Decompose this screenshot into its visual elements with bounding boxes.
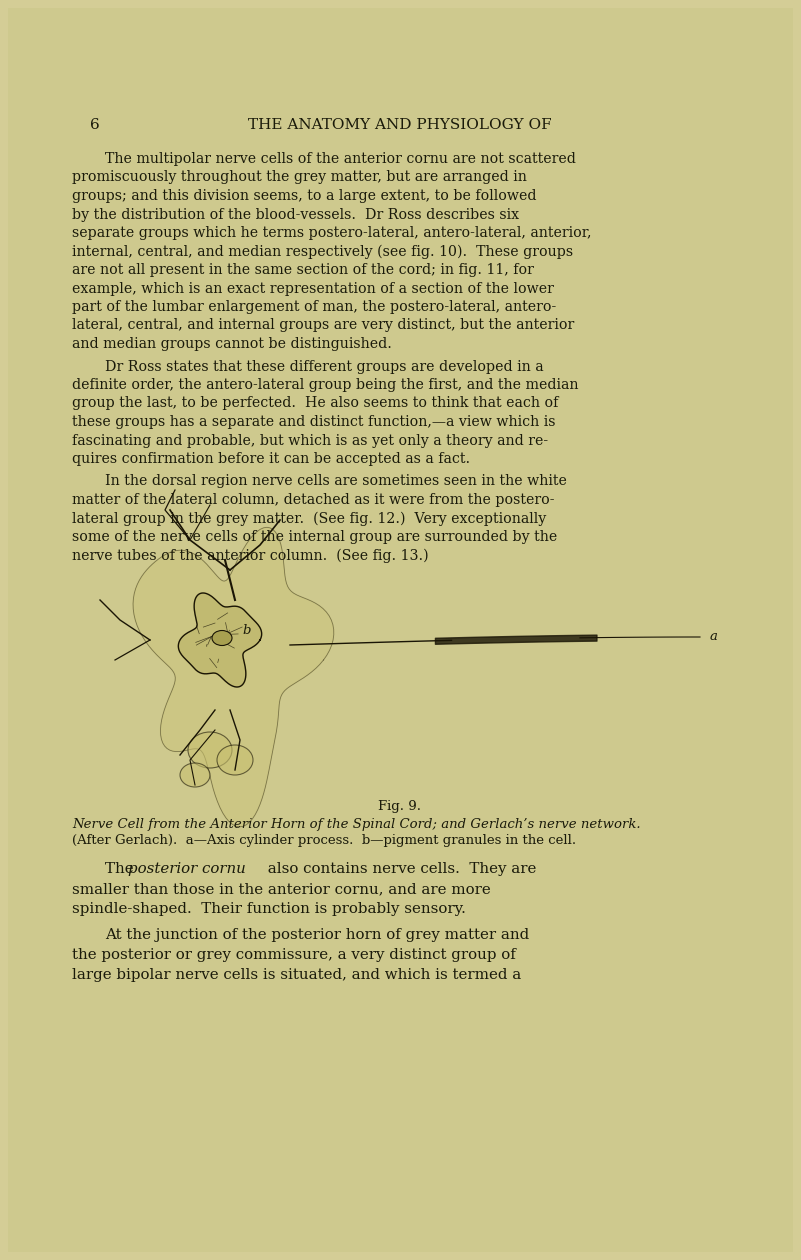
Text: Nerve Cell from the Anterior Horn of the Spinal Cord; and Gerlach’s nerve networ: Nerve Cell from the Anterior Horn of the… xyxy=(72,818,641,832)
Text: the posterior or grey commissure, a very distinct group of: the posterior or grey commissure, a very… xyxy=(72,948,516,961)
Text: spindle-shaped.  Their function is probably sensory.: spindle-shaped. Their function is probab… xyxy=(72,902,466,916)
Polygon shape xyxy=(179,593,262,687)
Text: 6: 6 xyxy=(90,118,100,132)
Text: promiscuously throughout the grey matter, but are arranged in: promiscuously throughout the grey matter… xyxy=(72,170,527,184)
Text: some of the nerve cells of the internal group are surrounded by the: some of the nerve cells of the internal … xyxy=(72,530,557,544)
Text: a: a xyxy=(710,630,718,644)
Ellipse shape xyxy=(217,745,253,775)
Text: definite order, the antero-lateral group being the first, and the median: definite order, the antero-lateral group… xyxy=(72,378,578,392)
Text: fascinating and probable, but which is as yet only a theory and re-: fascinating and probable, but which is a… xyxy=(72,433,548,447)
Text: (After Gerlach).  a—Axis cylinder process.  b—pigment granules in the cell.: (After Gerlach). a—Axis cylinder process… xyxy=(72,834,576,847)
Polygon shape xyxy=(133,528,334,827)
Text: and median groups cannot be distinguished.: and median groups cannot be distinguishe… xyxy=(72,336,392,352)
Text: are not all present in the same section of the cord; in fig. 11, for: are not all present in the same section … xyxy=(72,263,534,277)
Text: these groups has a separate and distinct function,—a view which is: these groups has a separate and distinct… xyxy=(72,415,556,428)
Text: smaller than those in the anterior cornu, and are more: smaller than those in the anterior cornu… xyxy=(72,882,491,896)
Ellipse shape xyxy=(212,630,232,645)
Text: lateral group in the grey matter.  (See fig. 12.)  Very exceptionally: lateral group in the grey matter. (See f… xyxy=(72,512,546,525)
Text: posterior cornu: posterior cornu xyxy=(128,862,246,876)
Text: lateral, central, and internal groups are very distinct, but the anterior: lateral, central, and internal groups ar… xyxy=(72,319,574,333)
Text: also contains nerve cells.  They are: also contains nerve cells. They are xyxy=(263,862,537,876)
Text: nerve tubes of the anterior column.  (See fig. 13.): nerve tubes of the anterior column. (See… xyxy=(72,548,429,563)
Text: THE ANATOMY AND PHYSIOLOGY OF: THE ANATOMY AND PHYSIOLOGY OF xyxy=(248,118,552,132)
Text: by the distribution of the blood-vessels.  Dr Ross describes six: by the distribution of the blood-vessels… xyxy=(72,208,519,222)
Text: Dr Ross states that these different groups are developed in a: Dr Ross states that these different grou… xyxy=(105,359,544,373)
Text: Fig. 9.: Fig. 9. xyxy=(379,800,421,813)
Text: In the dorsal region nerve cells are sometimes seen in the white: In the dorsal region nerve cells are som… xyxy=(105,475,567,489)
Text: The multipolar nerve cells of the anterior cornu are not scattered: The multipolar nerve cells of the anteri… xyxy=(105,152,576,166)
Text: groups; and this division seems, to a large extent, to be followed: groups; and this division seems, to a la… xyxy=(72,189,537,203)
Text: part of the lumbar enlargement of man, the postero-lateral, antero-: part of the lumbar enlargement of man, t… xyxy=(72,300,556,314)
Text: separate groups which he terms postero-lateral, antero-lateral, anterior,: separate groups which he terms postero-l… xyxy=(72,226,591,239)
Text: large bipolar nerve cells is situated, and which is termed a: large bipolar nerve cells is situated, a… xyxy=(72,968,521,982)
Text: example, which is an exact representation of a section of the lower: example, which is an exact representatio… xyxy=(72,281,553,296)
Ellipse shape xyxy=(188,732,232,769)
Text: group the last, to be perfected.  He also seems to think that each of: group the last, to be perfected. He also… xyxy=(72,397,558,411)
Text: b: b xyxy=(242,624,251,636)
Text: The: The xyxy=(105,862,139,876)
Ellipse shape xyxy=(180,764,210,788)
Text: At the junction of the posterior horn of grey matter and: At the junction of the posterior horn of… xyxy=(105,929,529,942)
Text: internal, central, and median respectively (see fig. 10).  These groups: internal, central, and median respective… xyxy=(72,244,574,258)
Text: matter of the lateral column, detached as it were from the postero-: matter of the lateral column, detached a… xyxy=(72,493,554,507)
Text: quires confirmation before it can be accepted as a fact.: quires confirmation before it can be acc… xyxy=(72,452,470,466)
